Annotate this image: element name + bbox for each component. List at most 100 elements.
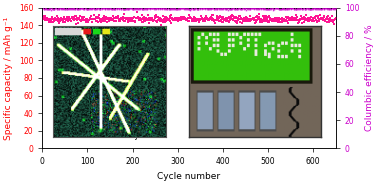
Discharge	[206, 19, 212, 22]
Columbic efficiency	[301, 6, 307, 9]
Columbic efficiency	[161, 7, 167, 10]
Columbic efficiency	[58, 6, 64, 9]
Discharge	[115, 16, 121, 19]
Columbic efficiency	[70, 7, 76, 10]
Discharge	[112, 16, 118, 19]
Columbic efficiency	[71, 7, 77, 10]
Discharge	[293, 14, 299, 17]
Columbic efficiency	[45, 7, 51, 10]
Discharge	[269, 19, 275, 22]
Columbic efficiency	[292, 8, 298, 11]
Discharge	[214, 17, 220, 20]
Discharge	[199, 18, 205, 21]
Columbic efficiency	[165, 7, 171, 10]
Discharge	[116, 19, 122, 22]
Discharge	[204, 16, 210, 19]
Columbic efficiency	[126, 8, 132, 11]
Columbic efficiency	[278, 7, 284, 10]
Columbic efficiency	[125, 7, 131, 10]
Columbic efficiency	[274, 7, 280, 10]
Discharge	[213, 19, 219, 22]
Discharge	[303, 14, 309, 17]
Columbic efficiency	[247, 6, 253, 9]
Discharge	[84, 18, 90, 21]
Columbic efficiency	[227, 7, 233, 10]
Discharge	[61, 16, 67, 19]
Discharge	[332, 18, 338, 21]
Columbic efficiency	[181, 7, 187, 10]
Discharge	[40, 16, 46, 19]
Discharge	[307, 17, 313, 20]
Discharge	[273, 17, 279, 20]
Columbic efficiency	[182, 6, 188, 9]
Columbic efficiency	[304, 7, 310, 10]
Columbic efficiency	[211, 7, 217, 10]
Columbic efficiency	[48, 7, 54, 10]
Discharge	[214, 14, 220, 17]
Columbic efficiency	[76, 7, 82, 10]
Columbic efficiency	[65, 8, 71, 11]
Columbic efficiency	[58, 7, 64, 10]
Columbic efficiency	[90, 6, 96, 9]
Discharge	[262, 19, 268, 22]
Columbic efficiency	[270, 6, 276, 9]
Columbic efficiency	[116, 7, 122, 10]
Columbic efficiency	[91, 6, 97, 9]
Columbic efficiency	[281, 7, 287, 10]
Columbic efficiency	[257, 6, 263, 9]
Discharge	[254, 18, 260, 21]
Columbic efficiency	[276, 7, 282, 10]
Columbic efficiency	[293, 7, 299, 10]
Columbic efficiency	[306, 6, 312, 9]
Columbic efficiency	[183, 6, 189, 9]
Columbic efficiency	[321, 7, 327, 10]
Discharge	[285, 15, 291, 18]
Discharge	[207, 18, 213, 21]
Discharge	[120, 18, 126, 21]
Columbic efficiency	[184, 7, 191, 10]
Columbic efficiency	[103, 7, 109, 10]
Columbic efficiency	[141, 7, 147, 10]
Discharge	[89, 18, 95, 21]
Discharge	[331, 18, 337, 21]
Discharge	[279, 21, 285, 23]
Columbic efficiency	[54, 7, 60, 10]
Columbic efficiency	[99, 7, 105, 10]
Discharge	[291, 18, 297, 21]
Columbic efficiency	[143, 7, 149, 10]
Discharge	[168, 14, 174, 17]
Columbic efficiency	[284, 7, 290, 10]
Discharge	[249, 18, 255, 21]
Columbic efficiency	[326, 7, 332, 10]
Columbic efficiency	[270, 7, 276, 10]
Columbic efficiency	[229, 7, 235, 10]
Discharge	[259, 19, 265, 22]
Discharge	[247, 20, 253, 23]
Columbic efficiency	[51, 8, 57, 11]
Discharge	[200, 19, 206, 22]
Columbic efficiency	[187, 7, 193, 10]
Discharge	[153, 14, 160, 17]
Discharge	[219, 18, 225, 21]
Discharge	[230, 15, 236, 18]
Discharge	[208, 16, 214, 19]
Columbic efficiency	[170, 7, 176, 10]
Columbic efficiency	[200, 7, 206, 10]
Discharge	[211, 19, 217, 22]
Discharge	[131, 16, 137, 19]
Discharge	[221, 19, 227, 22]
Discharge	[54, 19, 60, 22]
Discharge	[260, 19, 266, 22]
Columbic efficiency	[314, 7, 321, 10]
Columbic efficiency	[265, 7, 271, 10]
Columbic efficiency	[56, 7, 62, 10]
Columbic efficiency	[59, 7, 65, 10]
Discharge	[160, 15, 166, 18]
Columbic efficiency	[86, 7, 92, 10]
Columbic efficiency	[223, 7, 229, 10]
Discharge	[170, 18, 177, 21]
Columbic efficiency	[256, 7, 262, 10]
Columbic efficiency	[122, 7, 128, 10]
Discharge	[100, 19, 106, 22]
Columbic efficiency	[119, 6, 125, 9]
